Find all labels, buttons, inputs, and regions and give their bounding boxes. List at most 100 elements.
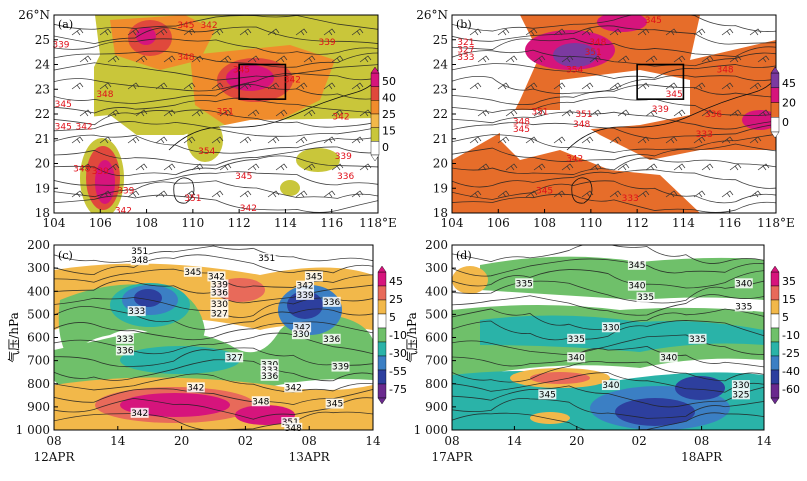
wind-barb bbox=[693, 136, 706, 144]
shade-region bbox=[54, 15, 100, 110]
isentrope-line bbox=[54, 72, 378, 92]
wind-barb bbox=[71, 28, 84, 36]
contour-label: 354 bbox=[198, 147, 215, 157]
wind-barb bbox=[497, 28, 510, 36]
x-tick-label: 108 bbox=[135, 216, 158, 230]
y-tick-label: 400 bbox=[27, 284, 50, 298]
shade-region bbox=[597, 15, 647, 32]
contour-label: 342 bbox=[332, 112, 349, 122]
contour-label: 335 bbox=[568, 335, 585, 345]
study-area-box bbox=[238, 63, 287, 100]
wind-barb bbox=[295, 28, 308, 36]
contour-label: 333 bbox=[457, 53, 474, 63]
wind-barb bbox=[525, 28, 538, 36]
colorbar-tick-label: 0 bbox=[382, 141, 389, 154]
y-tick-label: 19 bbox=[433, 181, 448, 195]
contour-label: 345 bbox=[235, 172, 252, 182]
contour-label-bg bbox=[210, 308, 229, 319]
wind-barb bbox=[533, 163, 546, 171]
isentrope-line bbox=[54, 306, 373, 330]
contour-label: 345 bbox=[536, 187, 553, 197]
wind-barb bbox=[477, 55, 490, 63]
contour-label: 348 bbox=[589, 38, 606, 48]
wind-barb bbox=[701, 55, 714, 63]
contour-label-bg bbox=[538, 389, 557, 400]
wind-barb bbox=[533, 109, 546, 117]
contour-label: 345 bbox=[184, 268, 201, 278]
contour-label: 327 bbox=[457, 46, 474, 56]
wind-barb bbox=[359, 163, 372, 171]
contour-label-bg bbox=[281, 417, 300, 428]
x-tick-label: 02 bbox=[238, 434, 253, 448]
colorbar-segment bbox=[770, 327, 780, 343]
colorbar-tick-label: -40 bbox=[782, 365, 800, 378]
y-tick-label: 18 bbox=[35, 206, 50, 220]
contour-label: 335 bbox=[516, 279, 533, 289]
colorbar-segment bbox=[377, 369, 387, 385]
contour-label: 335 bbox=[637, 293, 654, 303]
y-tick-label: 500 bbox=[27, 307, 50, 321]
y-tick-label: 22 bbox=[35, 107, 50, 121]
contour-label-bg bbox=[731, 389, 750, 400]
x-tick-label: 112 bbox=[626, 216, 649, 230]
wind-barb bbox=[497, 136, 510, 144]
wind-barb bbox=[71, 136, 84, 144]
wind-barb bbox=[303, 109, 316, 117]
shade-region bbox=[120, 346, 240, 374]
wind-barb bbox=[617, 55, 630, 63]
contour-label-bg bbox=[627, 280, 646, 291]
contour-label-bg bbox=[322, 296, 341, 307]
colorbar-tick-label: 25 bbox=[389, 293, 403, 306]
shade-region bbox=[480, 256, 764, 300]
colorbar: 45 25 5 -10 -30 -55 -75 bbox=[377, 265, 407, 405]
contour-label: 345 bbox=[326, 400, 343, 410]
colorbar-segment bbox=[370, 141, 380, 156]
y-tick-label: 23 bbox=[35, 82, 50, 96]
contour-label-bg bbox=[183, 266, 202, 277]
wind-barb bbox=[295, 136, 308, 144]
wind-barb bbox=[183, 136, 196, 144]
colorbar-segment bbox=[770, 117, 780, 133]
wind-barb bbox=[673, 55, 686, 63]
colorbar-segment bbox=[370, 86, 380, 101]
shade-region bbox=[560, 70, 690, 130]
wind-barb bbox=[303, 55, 316, 63]
wind-barb bbox=[211, 28, 224, 36]
wind-barb bbox=[505, 163, 518, 171]
x-tick-label: 20 bbox=[174, 434, 189, 448]
coastline bbox=[168, 76, 378, 151]
contour-label: 321 bbox=[457, 38, 474, 48]
contour-label: 336 bbox=[705, 110, 722, 120]
wind-barb bbox=[525, 82, 538, 90]
isentrope-line bbox=[54, 50, 378, 68]
colorbar-segment bbox=[377, 355, 387, 371]
colorbar-tick-label: 45 bbox=[782, 77, 796, 90]
wind-barb bbox=[505, 55, 518, 63]
wind-barb bbox=[609, 190, 622, 198]
contour-label: 339 bbox=[332, 363, 349, 373]
wind-barb bbox=[477, 163, 490, 171]
x-tick-label: 118°E bbox=[359, 216, 397, 230]
isentrope-line bbox=[54, 109, 378, 128]
wind-barb bbox=[469, 190, 482, 198]
wind-barb bbox=[323, 190, 336, 198]
isentrope-line bbox=[452, 133, 776, 153]
wind-barb bbox=[359, 109, 372, 117]
isentrope-line bbox=[54, 194, 378, 213]
colorbar-segment bbox=[377, 313, 387, 329]
contour-label: 351 bbox=[184, 194, 201, 204]
isentrope-line bbox=[54, 171, 378, 186]
wind-barb bbox=[275, 109, 288, 117]
isentrope-line bbox=[452, 258, 764, 277]
wind-barb bbox=[267, 28, 280, 36]
contour-label: 330 bbox=[602, 323, 619, 333]
wind-barb bbox=[323, 82, 336, 90]
wind-barb bbox=[693, 190, 706, 198]
x-tick-label: 104 bbox=[441, 216, 464, 230]
colorbar-tick-label: 35 bbox=[782, 275, 796, 288]
contour-label: 342 bbox=[296, 282, 313, 292]
wind-barb bbox=[71, 190, 84, 198]
contour-label: 342 bbox=[285, 383, 302, 393]
contour-label: 333 bbox=[622, 194, 639, 204]
